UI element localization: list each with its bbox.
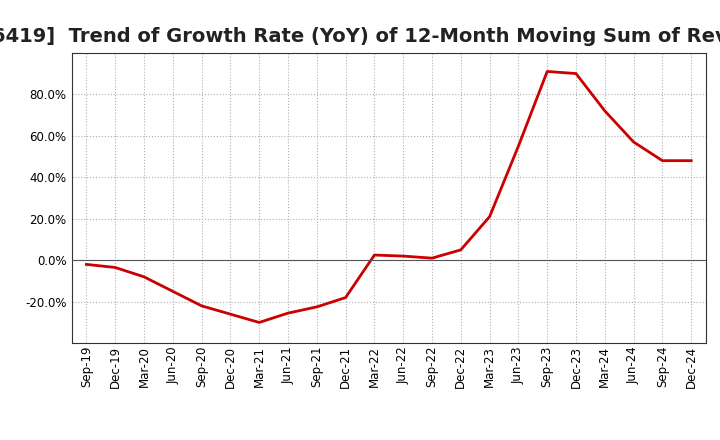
Title: [6419]  Trend of Growth Rate (YoY) of 12-Month Moving Sum of Revenues: [6419] Trend of Growth Rate (YoY) of 12-… [0,27,720,46]
